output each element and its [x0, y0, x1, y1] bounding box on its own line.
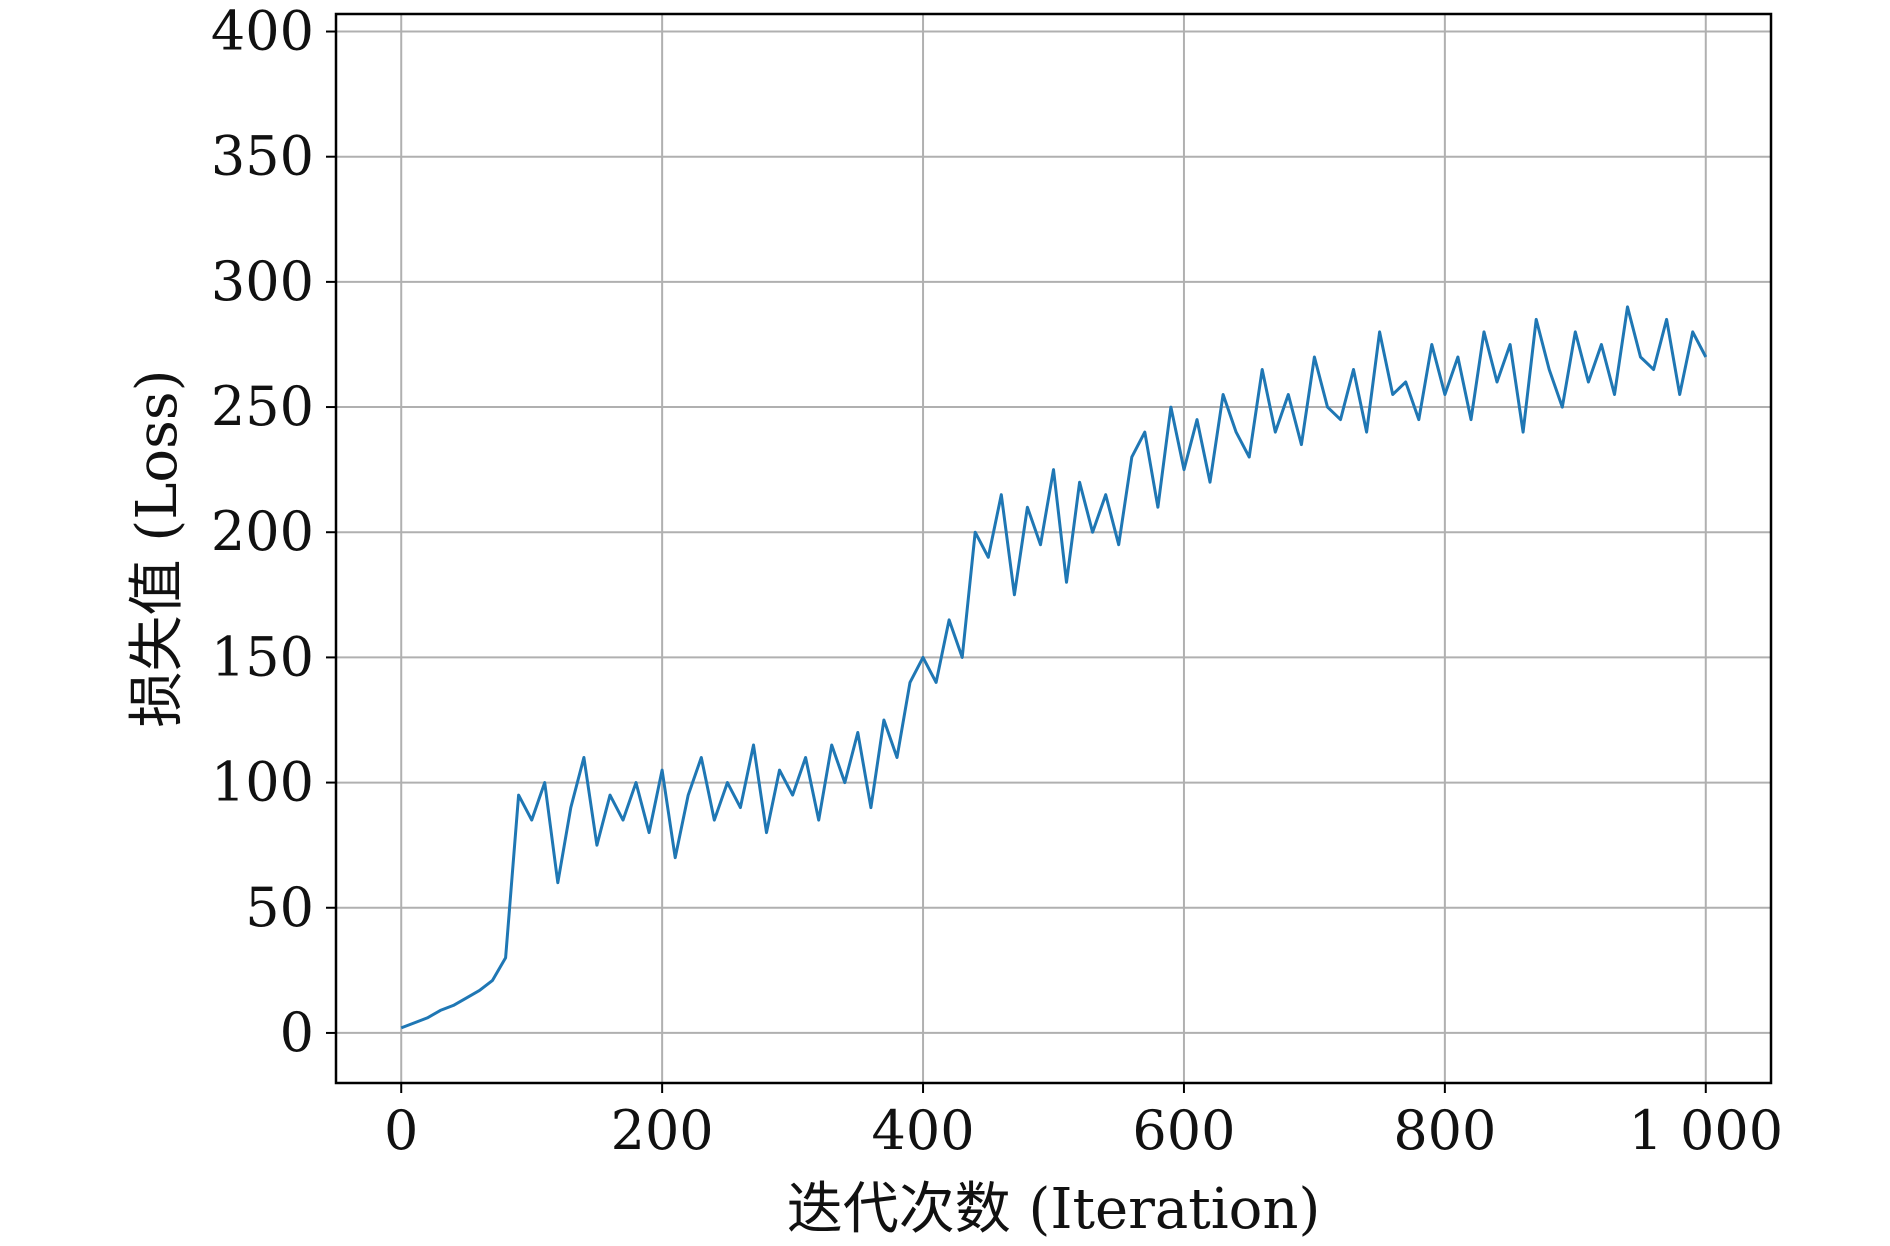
x-tick-label: 800 [1393, 1099, 1496, 1162]
y-tick-label: 150 [211, 625, 314, 688]
x-tick-label: 400 [872, 1099, 975, 1162]
x-tick-label: 1 000 [1628, 1099, 1783, 1162]
loss-series-line [400, 305, 1708, 1030]
y-tick-label: 350 [211, 125, 314, 188]
y-tick-label: 250 [211, 375, 314, 438]
y-tick-label: 100 [211, 751, 314, 814]
x-tick-label: 600 [1132, 1099, 1235, 1162]
y-tick-label: 200 [211, 500, 314, 563]
y-axis-title: 损失值 (Loss) [125, 370, 190, 728]
x-tick-label: 0 [384, 1099, 418, 1162]
y-tick-label: 400 [211, 0, 314, 63]
grid [336, 14, 1771, 1083]
ticks: 0 200 400 600 800 1 000 0 50 100 150 200 250 300 350 4… [211, 0, 1783, 1162]
x-axis-title: 迭代次数 (Iteration) [787, 1177, 1321, 1242]
plot-frame [334, 12, 1773, 1085]
x-tick-label: 200 [611, 1099, 714, 1162]
series-layer [400, 305, 1708, 1030]
y-tick-label: 50 [245, 876, 314, 939]
y-tick-label: 0 [280, 1001, 314, 1064]
y-tick-label: 300 [211, 250, 314, 313]
